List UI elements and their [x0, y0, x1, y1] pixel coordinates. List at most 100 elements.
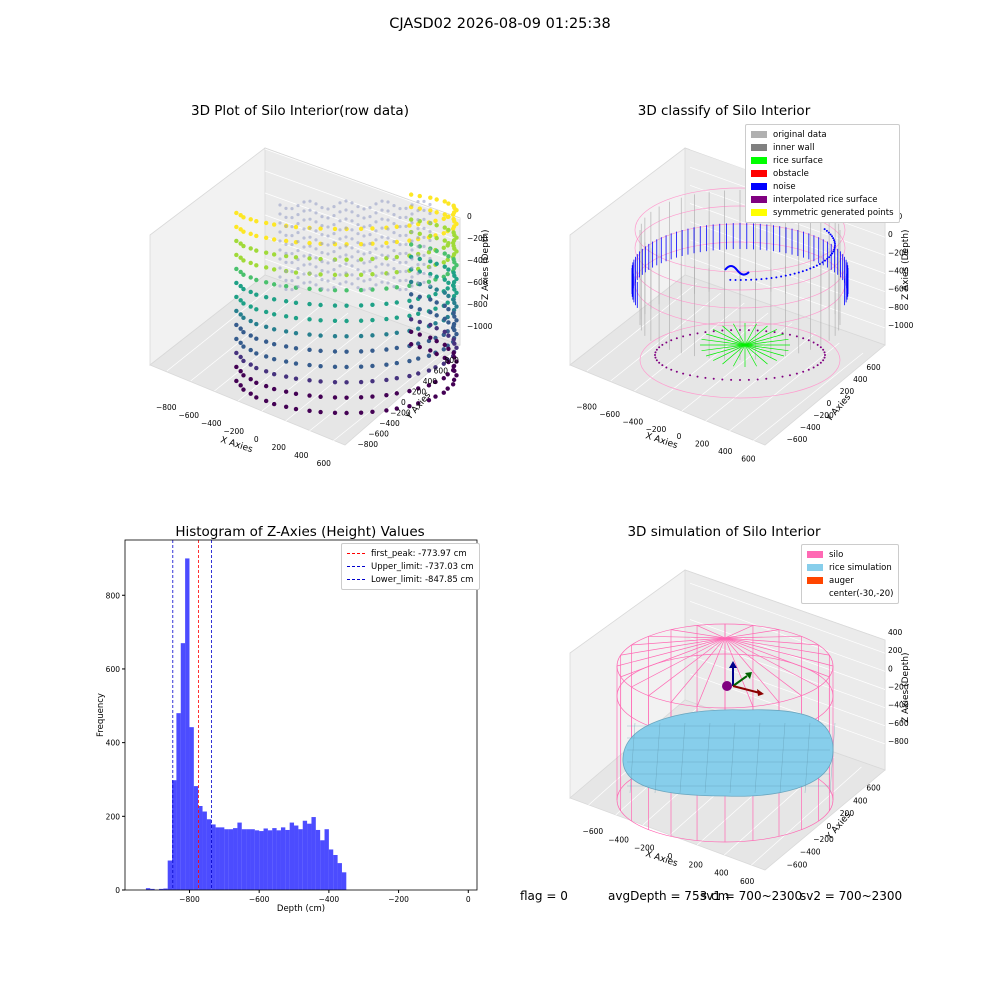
- rice-surface-ray: [713, 344, 746, 361]
- data-point: [332, 259, 336, 263]
- noise-point: [760, 278, 763, 281]
- data-point: [428, 256, 432, 261]
- data-point: [428, 211, 432, 216]
- data-point: [370, 348, 375, 353]
- data-point: [407, 298, 412, 304]
- data-point: [241, 215, 246, 220]
- silo-roof-line: [648, 635, 726, 639]
- y-tick-label: −600: [787, 861, 808, 870]
- grid-line: [586, 282, 698, 372]
- data-point: [445, 286, 450, 291]
- data-point: [442, 225, 447, 230]
- data-point: [318, 363, 323, 369]
- histogram-bar: [250, 829, 255, 890]
- data-point: [338, 273, 342, 277]
- silo-roof-line: [670, 637, 726, 703]
- data-point: [241, 329, 246, 335]
- y-tick-label: 400: [423, 377, 438, 386]
- data-point: [356, 259, 360, 263]
- x-tick-label: −400: [319, 895, 340, 904]
- data-point: [422, 208, 426, 212]
- data-point: [332, 318, 338, 324]
- x-tick-label: 0: [677, 432, 682, 441]
- data-point: [326, 225, 330, 229]
- noise-point: [801, 270, 804, 273]
- data-point: [332, 349, 338, 354]
- grid-line: [634, 302, 745, 392]
- data-point: [454, 345, 459, 351]
- data-point: [318, 409, 323, 415]
- rice-surface-ray: [722, 325, 746, 346]
- data-point: [296, 203, 300, 208]
- data-point: [350, 273, 354, 277]
- data-point: [451, 230, 456, 235]
- grid-line: [752, 352, 864, 442]
- grid-line: [689, 582, 886, 654]
- silo-roof-line: [631, 637, 726, 646]
- histogram-chart: −800 −600 −400 −200 0 0 200 400 600 800 Depth (c…: [96, 539, 478, 914]
- x-tick-label: 400: [294, 451, 309, 460]
- avg-depth-text: avgDepth = 753 cm: [608, 889, 730, 903]
- data-point: [454, 276, 459, 282]
- legend-label: silo: [829, 549, 844, 560]
- data-point: [308, 253, 312, 257]
- data-point: [392, 275, 396, 280]
- legend-label: inner wall: [773, 142, 815, 153]
- data-point: [308, 244, 312, 248]
- data-point: [408, 242, 414, 247]
- histogram-bar: [158, 888, 164, 890]
- data-point: [263, 309, 269, 315]
- data-point: [404, 233, 408, 237]
- data-point: [314, 202, 318, 206]
- data-point: [410, 257, 414, 261]
- histogram-bar: [254, 830, 260, 890]
- data-point: [308, 235, 312, 239]
- data-point: [238, 383, 243, 388]
- data-point: [248, 246, 253, 251]
- data-point: [433, 321, 438, 326]
- data-point: [358, 226, 364, 232]
- data-point: [248, 333, 253, 338]
- y-tick-label: 600: [866, 783, 881, 792]
- interpolated-point: [655, 359, 658, 362]
- data-point: [263, 324, 269, 330]
- data-point: [271, 371, 277, 377]
- data-point: [296, 275, 300, 280]
- data-point: [308, 199, 312, 203]
- data-point: [374, 274, 378, 278]
- data-point: [451, 203, 456, 208]
- x-tick-label: −400: [201, 419, 222, 428]
- data-point: [434, 261, 439, 267]
- y-tick-label: 600: [866, 363, 881, 372]
- x-tick-label: −200: [223, 427, 244, 436]
- data-point: [344, 262, 348, 266]
- x-tick-label: −400: [608, 835, 629, 844]
- data-point: [368, 269, 372, 273]
- data-point: [350, 255, 354, 259]
- noise-point: [823, 228, 826, 231]
- data-point: [296, 266, 300, 271]
- data-point: [234, 294, 239, 300]
- y-tick-label: 400: [106, 739, 121, 748]
- center-marker: [722, 681, 732, 691]
- data-point: [271, 237, 277, 242]
- data-point: [254, 233, 259, 239]
- data-point: [410, 203, 414, 207]
- data-point: [332, 205, 336, 209]
- histogram-bar: [228, 829, 234, 890]
- x-tick-label: 600: [741, 454, 756, 463]
- data-point: [263, 339, 269, 344]
- noise-point: [780, 275, 783, 278]
- data-point: [356, 277, 360, 281]
- legend-entry: interpolated rice surface: [751, 193, 894, 206]
- data-point: [454, 331, 459, 337]
- rice-surface-ray: [744, 344, 789, 352]
- data-point: [284, 260, 288, 264]
- grid-line: [729, 342, 840, 432]
- interpolated-point: [795, 335, 798, 338]
- data-point: [404, 242, 408, 246]
- data-point: [398, 288, 402, 292]
- data-point: [398, 207, 402, 211]
- data-point: [320, 224, 324, 228]
- data-point: [408, 317, 414, 322]
